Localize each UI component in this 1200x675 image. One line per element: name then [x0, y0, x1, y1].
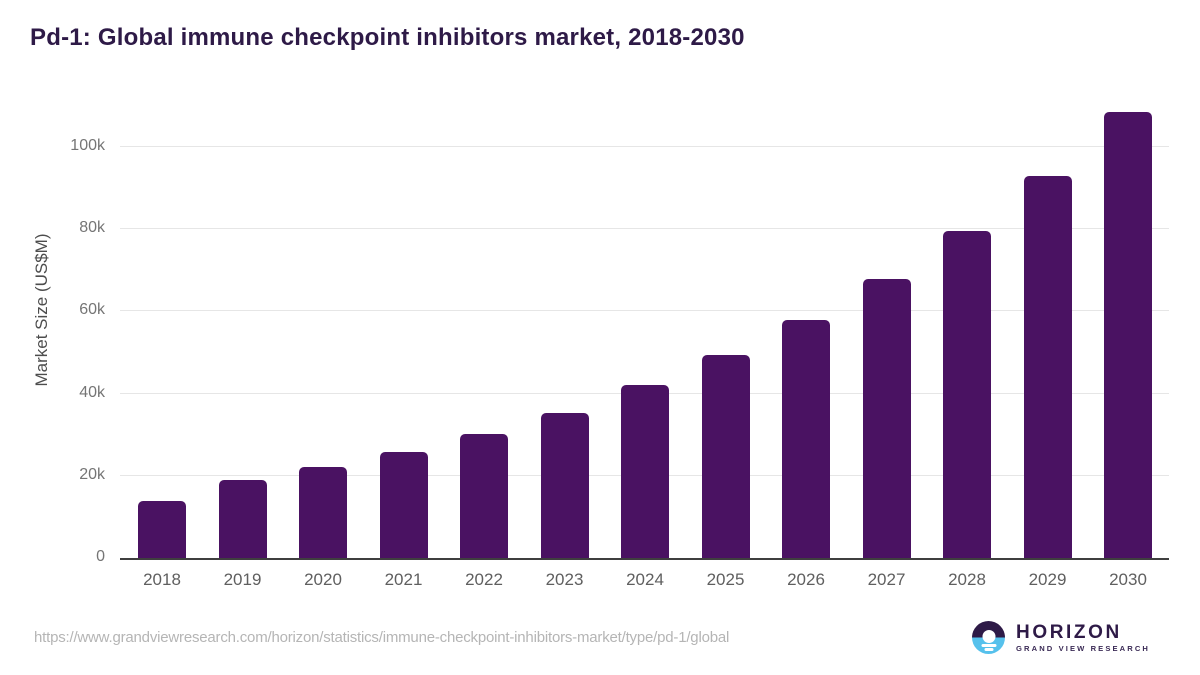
logo-text: HORIZON GRAND VIEW RESEARCH: [1016, 623, 1150, 653]
x-tick-label: 2028: [948, 570, 986, 589]
y-tick-label: 40k: [79, 383, 105, 401]
gridline: [120, 310, 1169, 312]
bar-2026[interactable]: [782, 319, 830, 558]
bar-2022[interactable]: [460, 433, 508, 558]
x-tick-label: 2026: [787, 570, 825, 589]
x-tick-label: 2018: [143, 570, 181, 589]
sun-reflection-line-icon: [981, 644, 997, 647]
logo-brand-text: HORIZON: [1016, 621, 1122, 643]
chart-title: Pd-1: Global immune checkpoint inhibitor…: [30, 24, 745, 51]
bar-2027[interactable]: [862, 278, 911, 558]
bar-2019[interactable]: [218, 480, 267, 558]
bar-2018[interactable]: [138, 500, 186, 558]
plot-area: 0 20k 40k 60k 80k 100k: [70, 106, 1169, 565]
y-tick-label: 60k: [79, 301, 105, 319]
x-tick-label: 2020: [304, 570, 342, 589]
bar-2021[interactable]: [379, 451, 428, 558]
source-url: https://www.grandviewresearch.com/horizo…: [34, 629, 730, 646]
horizon-logo: HORIZON GRAND VIEW RESEARCH: [972, 621, 1150, 654]
gridline: [120, 146, 1169, 148]
x-tick-label: 2019: [223, 570, 262, 589]
y-tick-label: 0: [96, 548, 105, 565]
y-tick-label: 20k: [79, 465, 105, 483]
bar-2028[interactable]: [943, 231, 991, 558]
bar-2025[interactable]: [701, 355, 750, 558]
bar-2023[interactable]: [540, 412, 589, 558]
y-tick-label: 100k: [70, 137, 105, 155]
x-tick-label: 2029: [1028, 570, 1067, 589]
y-tick-label: 80k: [79, 219, 105, 237]
x-tick-label: 2024: [626, 570, 664, 589]
x-axis: 2018 2019 2020 2021 2022 2023 2024 2025 2026 2027…: [120, 560, 1169, 590]
x-tick-label: 2023: [545, 570, 584, 589]
logo-subbrand-text: GRAND VIEW RESEARCH: [1016, 643, 1150, 653]
x-tick-label: 2022: [465, 570, 503, 589]
bar-2024[interactable]: [621, 385, 669, 558]
x-tick-label: 2021: [384, 570, 423, 589]
x-tick-label: 2030: [1109, 570, 1147, 589]
sun-reflection-line-icon: [984, 648, 994, 651]
sun-disc-icon: [982, 630, 996, 643]
x-tick-label: 2027: [867, 570, 906, 589]
bar-2029[interactable]: [1023, 175, 1072, 558]
horizon-sun-icon: [972, 621, 1006, 654]
gridline: [120, 228, 1169, 230]
bar-2020[interactable]: [299, 466, 347, 558]
bar-2030[interactable]: [1104, 112, 1152, 558]
x-tick-label: 2025: [706, 570, 745, 589]
